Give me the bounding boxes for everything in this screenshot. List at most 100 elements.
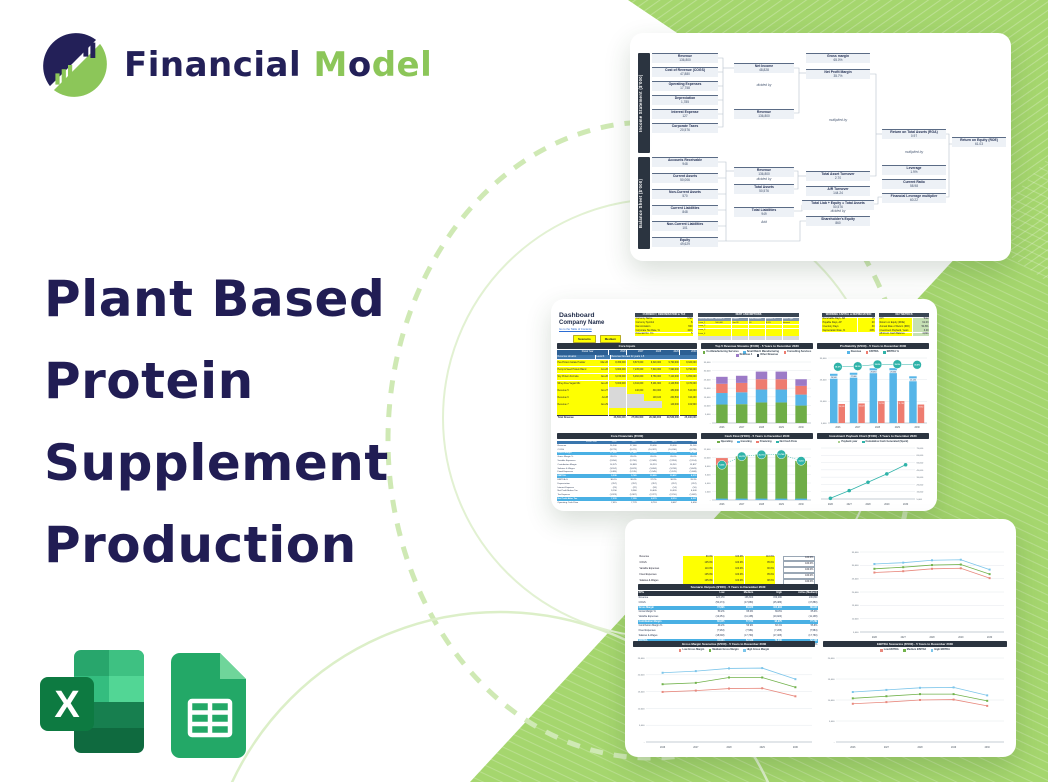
legend-item: Low Gross Margin <box>678 649 704 652</box>
table-row: Currency Symbol $ <box>635 321 693 325</box>
metric-box: Total Assets 50,576 <box>734 184 794 195</box>
legend-label: Payback year <box>841 439 858 443</box>
svg-text:20,000: 20,000 <box>828 658 835 660</box>
cell: 8,687 <box>671 501 677 504</box>
table-of-contents-link[interactable]: Go to the Table of Contents <box>559 328 592 331</box>
cell: 61.03 <box>912 321 929 325</box>
metric-box: Return on Total Assets (ROA) 0.97 <box>882 129 946 140</box>
column-header: Active (Medium) <box>798 591 818 595</box>
cell: 10,897 <box>669 475 677 478</box>
metric-value: 65.0% <box>833 57 843 62</box>
data-point <box>931 564 933 567</box>
cell <box>782 332 800 336</box>
cell <box>644 401 662 409</box>
cell: KPI <box>879 317 913 322</box>
bar-segment <box>735 392 748 405</box>
metric-value: 1.9% <box>910 169 918 174</box>
data-point <box>828 496 833 501</box>
table-row: Revenue 123,170 136,800 150,480 136,800 <box>638 596 818 600</box>
cell <box>714 324 732 329</box>
legend-label: Co-Manufacturing Services <box>706 350 739 354</box>
legend-item: Revenue <box>847 351 861 354</box>
column-header: 2028 <box>637 440 658 444</box>
cell: (14) <box>672 486 677 489</box>
table-row: Forecast No. Yrs 5 <box>635 332 693 337</box>
cell <box>608 387 627 395</box>
legend-swatch <box>743 351 746 354</box>
legend-swatch <box>736 354 739 357</box>
table-row: Denomination '000 <box>635 325 693 329</box>
data-point <box>847 488 851 493</box>
cell: Fixed Expenses <box>639 572 657 576</box>
revenue-streams-plot: 35,000 30,000 25,000 20,000 15,000 10,000 5,00… <box>704 361 811 429</box>
table-row: Gross Margin 17,225 17,589 19,168 19,194 16,3… <box>557 451 697 456</box>
cell: 90.0% <box>683 555 714 561</box>
column-header: 2027 <box>617 440 638 444</box>
cell <box>765 324 783 329</box>
spacer <box>775 567 782 572</box>
file-format-icons: X <box>38 648 250 758</box>
metric-value: 60.22 <box>910 197 918 202</box>
svg-text:30,000: 30,000 <box>852 565 859 567</box>
cell: Jan-26 <box>594 373 609 381</box>
scenario-button[interactable]: Scenario <box>573 335 596 343</box>
screenshot-card-dupont: Income Statement ($'000) Balance Sheet (… <box>630 33 1011 261</box>
metric-label: Leverage <box>906 165 922 170</box>
table-row: Contribution Margin 60,645 77,782 94,970 77,… <box>638 619 818 625</box>
legend-item: Medium EBITDA <box>903 649 926 652</box>
data-point <box>794 686 797 689</box>
svg-text:10,000: 10,000 <box>638 708 645 710</box>
cell: Loan_1 <box>698 321 715 325</box>
svg-text:2030: 2030 <box>793 747 799 749</box>
metric-label: Revenue <box>756 167 772 172</box>
cell: Inventory Days <box>822 325 858 329</box>
brand-logo: Financial Model <box>40 30 432 100</box>
cell: 6,327 <box>691 497 697 500</box>
cell: Depreciation Rate, % <box>822 329 858 333</box>
cell: 16,241 <box>669 463 677 466</box>
cell <box>714 332 732 336</box>
data-point <box>694 670 697 673</box>
table-header: KEY METRICS <box>879 313 929 318</box>
svg-text:2029: 2029 <box>779 427 785 429</box>
table-row <box>557 408 697 416</box>
cell: Jan-26 <box>594 380 609 388</box>
table-row: Gross Margin 72,896 88,920 104,994 88,920 <box>638 605 818 610</box>
table-row: Contribution Margin % 49.2% 56.9% 63.1% 56.9… <box>638 624 818 628</box>
data-point <box>761 667 764 670</box>
revenue-streams-chart: 35,000 30,000 25,000 20,000 15,000 10,000 5,00… <box>701 360 813 429</box>
cell: (10) <box>692 486 697 489</box>
cell <box>731 328 749 333</box>
svg-text:2029: 2029 <box>958 637 964 639</box>
cell: 26,500 <box>609 444 617 447</box>
legend-label: High EBITDA <box>934 648 950 652</box>
cell: 480,000 <box>661 387 680 395</box>
svg-text:2027: 2027 <box>693 747 699 749</box>
operator-label: divided by <box>756 83 772 87</box>
legend-swatch <box>702 351 706 354</box>
cell: 60,645 <box>717 619 725 623</box>
metric-box: Net Income 48,828 <box>734 63 794 74</box>
table-row: Loan_4 <box>698 332 800 336</box>
cell: Fixed Expenses <box>638 629 656 633</box>
column-header: Launch <box>731 317 749 321</box>
scenario-value-button[interactable]: Medium <box>599 335 622 343</box>
ebitda-pct-bubble <box>833 362 843 372</box>
svg-text:2030: 2030 <box>985 747 991 749</box>
legend-swatch <box>737 440 740 444</box>
metric-value: 35.7% <box>833 73 843 78</box>
cell: 162,500 <box>679 401 697 409</box>
svg-text:10,000: 10,000 <box>704 405 711 407</box>
cell: (1,576) <box>669 471 677 474</box>
data-point <box>873 563 876 565</box>
cell: '000 <box>674 325 693 329</box>
cell: 52,438 <box>783 639 818 642</box>
cell: 8,376 <box>691 475 697 478</box>
metric-value: 1,785 <box>681 99 689 104</box>
metric-value: 101 <box>682 225 688 230</box>
metric-box: Revenue 136,800 <box>734 109 794 120</box>
data-point <box>694 681 697 684</box>
dupont-connectors <box>718 57 952 242</box>
bar-segment <box>795 405 807 423</box>
cell: 3.40 <box>912 329 929 333</box>
